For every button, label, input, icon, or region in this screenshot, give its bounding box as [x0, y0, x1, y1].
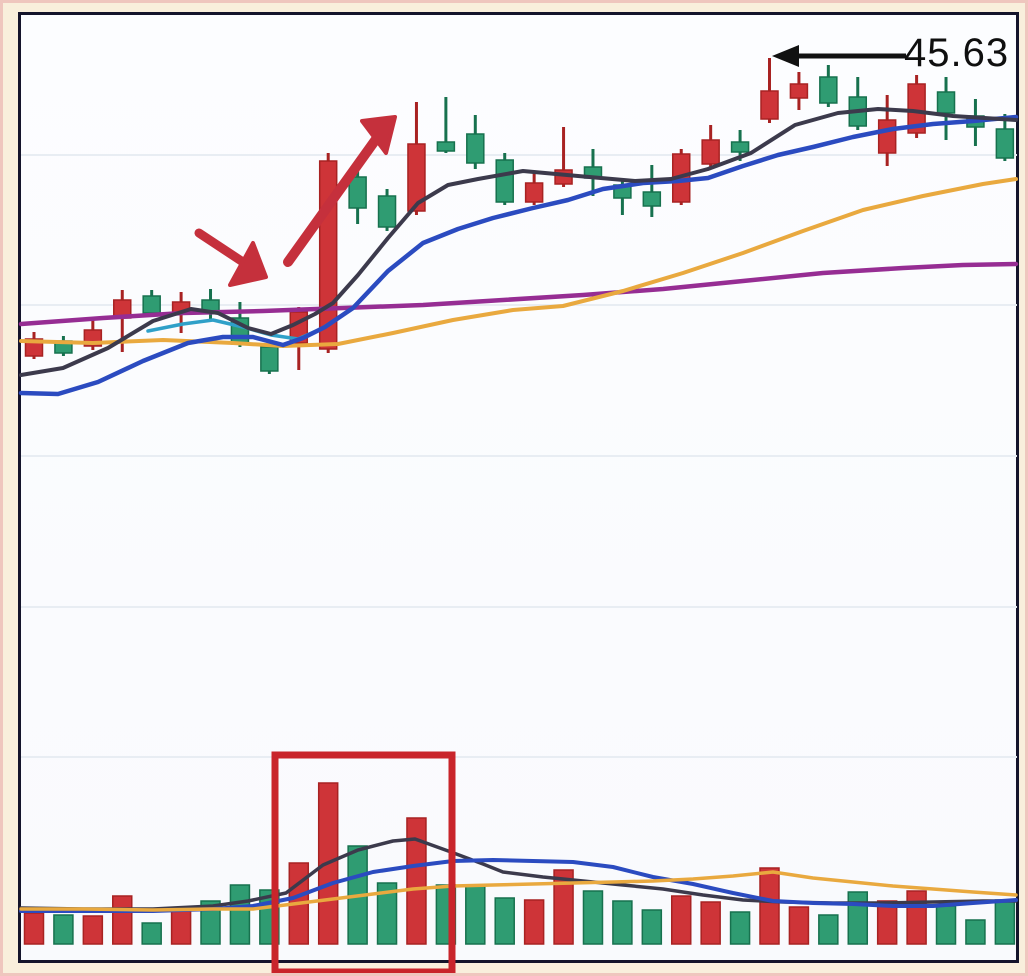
- candle-body: [936, 91, 956, 114]
- volume-bar: [112, 895, 133, 945]
- volume-bar: [53, 914, 74, 945]
- volume-bar: [876, 900, 898, 945]
- volume-bar: [82, 915, 104, 945]
- price-ma-blue-line: [18, 114, 1019, 397]
- candle-body: [789, 83, 809, 99]
- volume-ma-orange-line: [19, 870, 1018, 912]
- candle-body: [701, 139, 720, 165]
- candle-body: [995, 128, 1015, 159]
- volume-bar: [729, 911, 751, 945]
- volume-bar: [700, 901, 721, 945]
- volume-bar: [553, 869, 574, 945]
- volume-bar: [759, 867, 780, 945]
- volume-bar: [994, 899, 1016, 945]
- price-annotation-text: 45.63: [904, 31, 1010, 75]
- candlestick-volume-chart: [18, 45, 1019, 973]
- volume-bar: [582, 890, 604, 945]
- volume-bar: [200, 900, 221, 945]
- rally-arrow: [283, 130, 384, 267]
- volume-bar: [23, 912, 45, 945]
- price-ma-dark-line: [19, 107, 1018, 377]
- candle-body: [142, 295, 161, 314]
- volume-bar: [818, 914, 839, 945]
- volume-bar: [612, 900, 633, 945]
- volume-bar: [906, 890, 927, 945]
- volume-bar: [641, 909, 663, 945]
- volume-bar: [170, 909, 192, 945]
- candle-body: [495, 159, 514, 203]
- candle-body: [260, 346, 279, 372]
- candle-body: [642, 191, 662, 207]
- price-ma-orange-line: [19, 177, 1018, 348]
- candle-body: [407, 143, 426, 212]
- volume-bar: [935, 905, 957, 945]
- volume-bar: [141, 922, 162, 945]
- candle-body: [466, 133, 485, 164]
- volume-bar: [847, 891, 869, 945]
- volume-bar: [670, 895, 692, 945]
- volume-bar: [229, 884, 251, 945]
- pullback-arrow-head: [228, 241, 268, 287]
- volume-bar: [965, 919, 986, 945]
- candle-body: [524, 182, 544, 203]
- candle-body: [819, 76, 838, 104]
- candle-body: [377, 195, 397, 228]
- volume-highlight-box: [271, 751, 456, 973]
- candle-body: [760, 90, 779, 120]
- volume-bar: [376, 882, 398, 945]
- volume-bar: [406, 817, 427, 945]
- candle-body: [436, 141, 456, 152]
- volume-bar: [788, 906, 810, 945]
- candle-body: [730, 141, 750, 153]
- rally-arrow-head: [360, 115, 397, 155]
- volume-bar: [494, 897, 515, 945]
- candle-body: [348, 176, 367, 209]
- volume-bar: [523, 899, 545, 945]
- candle-body: [907, 83, 926, 134]
- price-ma-purple-line: [18, 261, 1019, 327]
- volume-ma-blue-line: [19, 858, 1018, 913]
- volume-bar: [465, 885, 486, 945]
- candle-body: [877, 119, 897, 154]
- price-pointer-arrowhead: [772, 45, 799, 67]
